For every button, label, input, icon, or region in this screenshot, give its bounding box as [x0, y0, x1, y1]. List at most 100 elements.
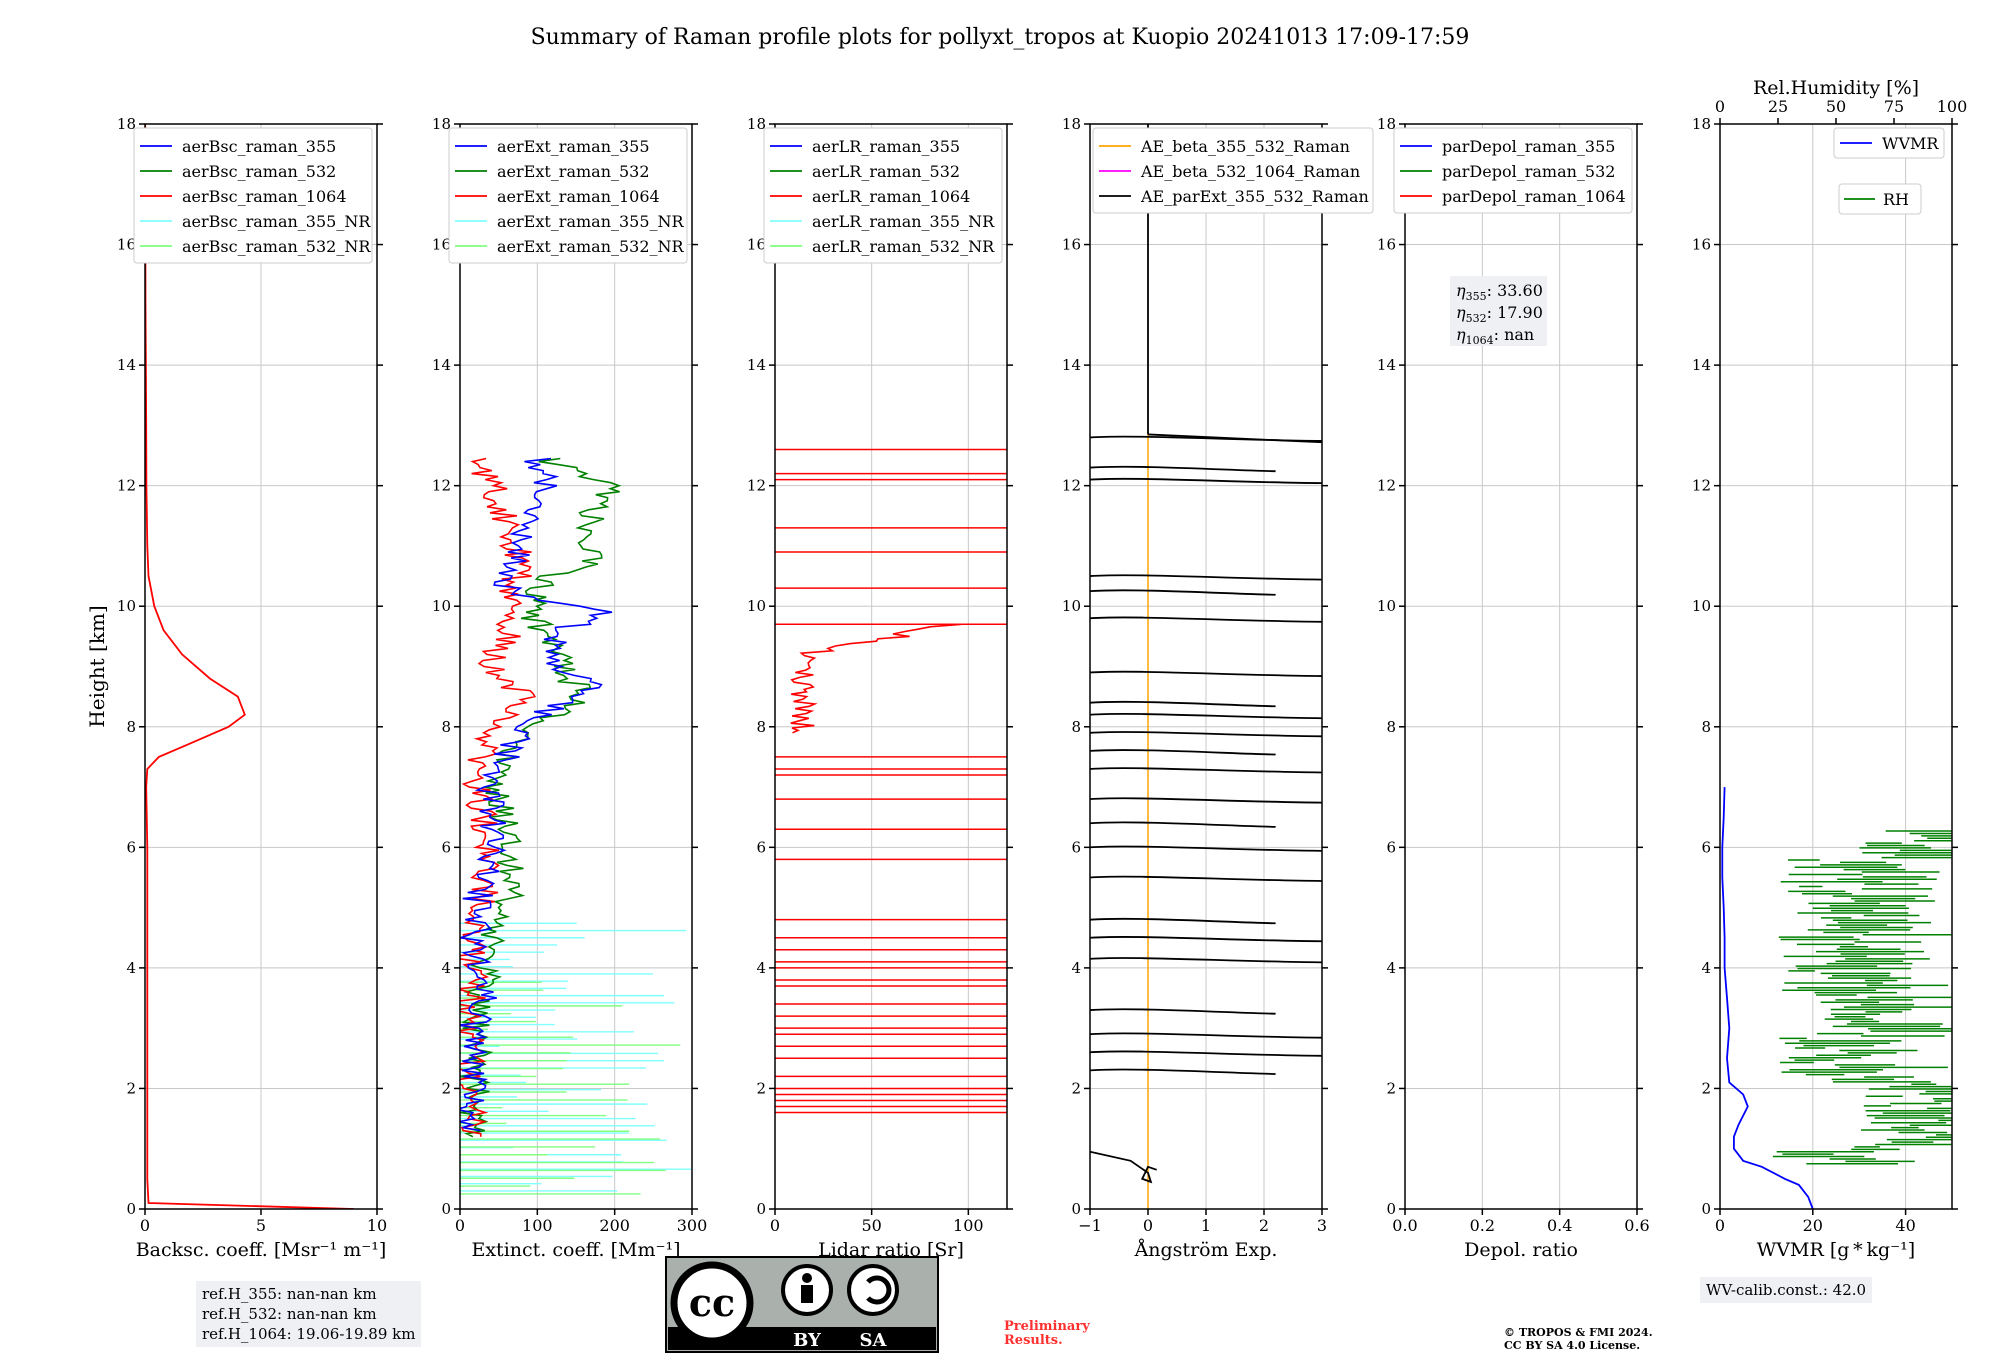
legend-label: aerExt_raman_355: [497, 137, 650, 156]
top-x-axis-label: Rel.Humidity [%]: [1753, 77, 1919, 99]
y-tick-label: 2: [126, 1079, 136, 1097]
y-tick-label: 4: [1386, 959, 1396, 977]
series-line-AE_parExt_355_532_Raman: [1090, 465, 1276, 473]
y-tick-label: 14: [432, 356, 451, 374]
y-tick-label: 6: [1701, 838, 1711, 856]
wv-calib-constant: WV-calib.const.: 42.0: [1706, 1281, 1867, 1299]
legend-label: aerLR_raman_355: [812, 137, 960, 156]
x-tick-label: 5: [256, 1216, 266, 1235]
y-tick-label: 12: [1062, 477, 1081, 495]
plot-frame: [1404, 123, 1638, 1210]
x-tick-label: 0.6: [1624, 1216, 1649, 1235]
y-tick-label: 0: [756, 1200, 766, 1218]
legend-label: aerLR_raman_532_NR: [812, 237, 995, 256]
y-tick-label: 16: [747, 236, 766, 254]
y-tick-label: 4: [1701, 959, 1711, 977]
y-tick-label: 16: [1377, 236, 1396, 254]
series-line-AE_parExt_355_532_Raman: [1090, 749, 1276, 756]
y-tick-label: 10: [1692, 597, 1711, 615]
panel-3: 0 2 4 6 8 10 12 14 16 18 0 50 100 Lidar ratio [Sr] aer…: [747, 115, 1013, 1261]
cc-license-badge: cc BY SA: [665, 1256, 939, 1353]
legend-box: [448, 127, 688, 264]
legend-label: aerBsc_raman_355: [182, 137, 336, 156]
legend-box: [1092, 127, 1374, 214]
y-tick-label: 6: [126, 838, 136, 856]
series-line-AE_parExt_355_532_Raman: [1090, 712, 1322, 720]
y-tick-label: 10: [1062, 597, 1081, 615]
y-tick-label: 2: [441, 1079, 451, 1097]
legend-label: aerBsc_raman_532: [182, 162, 336, 181]
x-tick-label: −1: [1078, 1216, 1102, 1235]
x-tick-label: 40: [1895, 1216, 1915, 1235]
y-tick-label: 0: [126, 1200, 136, 1218]
plot-area: [460, 457, 692, 1195]
x-tick-label: 0: [140, 1216, 150, 1235]
legend-label: aerExt_raman_1064: [497, 187, 660, 206]
y-tick-label: 0: [1701, 1200, 1711, 1218]
y-tick-label: 12: [1692, 477, 1711, 495]
y-tick-label: 12: [747, 477, 766, 495]
y-tick-label: 16: [117, 236, 136, 254]
y-tick-label: 10: [117, 597, 136, 615]
y-tick-label: 8: [1071, 718, 1081, 736]
series-line-aerExt_raman_532: [460, 457, 622, 1138]
y-tick-label: 8: [1386, 718, 1396, 736]
series-line-AE_parExt_355_532_Raman: [1090, 821, 1276, 828]
series-line-AE_parExt_355_532_Raman: [1090, 1008, 1276, 1015]
y-tick-label: 8: [126, 718, 136, 736]
legend-box: [133, 127, 373, 264]
eta-value-532: η532: 17.90: [1456, 303, 1543, 325]
y-tick-label: 0: [1071, 1200, 1081, 1218]
preliminary-note: Preliminary Results.: [1004, 1319, 1090, 1348]
x-tick-label: 0: [1143, 1216, 1153, 1235]
x-tick-label: 100: [953, 1216, 984, 1235]
y-tick-label: 14: [1062, 356, 1081, 374]
plot-frame: [774, 123, 1008, 1210]
y-tick-label: 4: [1071, 959, 1081, 977]
y-axis-label: Height [km]: [85, 605, 109, 727]
y-tick-label: 12: [117, 477, 136, 495]
series-line-AE_parExt_355_532_Raman: [1090, 767, 1322, 774]
series-line-AE_parExt_355_532_Raman: [1090, 917, 1276, 925]
series-line-AE_parExt_355_532_Raman: [1090, 589, 1276, 596]
series-line-AE_parExt_355_532_Raman: [1090, 1150, 1157, 1184]
legend-box: [1833, 127, 1945, 159]
legend-label: parDepol_raman_532: [1442, 162, 1615, 181]
series-line-aerExt_raman_355: [460, 457, 613, 1132]
y-tick-label: 18: [432, 115, 451, 133]
panel-2: 0 2 4 6 8 10 12 14 16 18 0 100 200 300 Extinct. coeff.…: [432, 115, 707, 1261]
x-tick-label: 1: [1201, 1216, 1211, 1235]
series-line-AE_parExt_355_532_Raman: [1090, 845, 1322, 852]
copyright-note: © TROPOS & FMI 2024. CC BY SA 4.0 Licens…: [1504, 1326, 1653, 1352]
y-tick-label: 6: [441, 838, 451, 856]
plot-frame: [459, 123, 693, 1210]
x-tick-label: 0.0: [1392, 1216, 1417, 1235]
y-tick-label: 14: [1377, 356, 1396, 374]
legend-label: WVMR: [1882, 134, 1939, 153]
eta-box: [1450, 276, 1547, 346]
y-tick-label: 6: [756, 838, 766, 856]
y-tick-label: 10: [1377, 597, 1396, 615]
y-tick-label: 2: [756, 1079, 766, 1097]
top-x-tick-label: 100: [1937, 97, 1968, 116]
x-tick-label: 0: [770, 1216, 780, 1235]
x-tick-label: 0: [455, 1216, 465, 1235]
x-tick-label: 2: [1259, 1216, 1269, 1235]
legend-label: aerBsc_raman_355_NR: [182, 212, 371, 231]
y-tick-label: 14: [1692, 356, 1711, 374]
y-tick-label: 0: [1386, 1200, 1396, 1218]
y-tick-label: 8: [756, 718, 766, 736]
y-tick-label: 12: [432, 477, 451, 495]
y-tick-label: 2: [1701, 1079, 1711, 1097]
series-line-AE_parExt_355_532_Raman: [1090, 797, 1322, 804]
series-line-AE_parExt_355_532_Raman: [1090, 731, 1322, 738]
y-tick-label: 18: [1377, 115, 1396, 133]
svg-text:SA: SA: [860, 1330, 888, 1351]
svg-text:cc: cc: [689, 1280, 735, 1325]
ref-h-532: ref.H_532: nan-nan km: [202, 1305, 377, 1323]
legend-label: AE_beta_532_1064_Raman: [1140, 162, 1360, 181]
legend-label: AE_beta_355_532_Raman: [1140, 137, 1350, 156]
